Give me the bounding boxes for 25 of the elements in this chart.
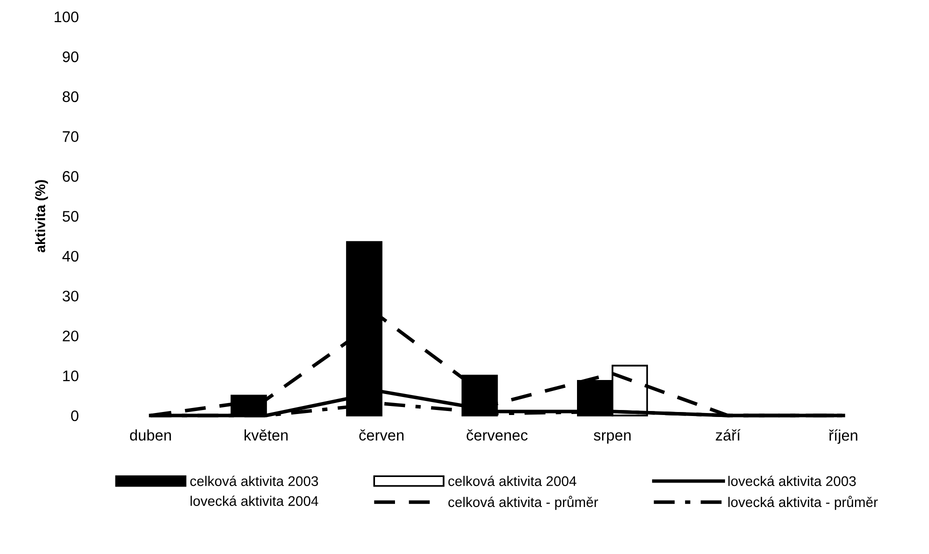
x-tick-label: červenec xyxy=(466,429,528,441)
legend-label: celková aktivita 2003 xyxy=(190,476,318,486)
y-tick-label: 50 xyxy=(62,210,78,222)
text: lovecká aktivita 2004 xyxy=(190,496,318,506)
legend-label: celková aktivita - průměr xyxy=(448,496,598,510)
x-tick-label: květen xyxy=(244,429,288,441)
x-tick-label: červen xyxy=(359,429,404,441)
y-axis-title: aktivita (%) xyxy=(35,180,48,252)
y-tick-label: 20 xyxy=(62,330,78,342)
y-tick-label: 80 xyxy=(62,91,78,102)
y-tick-label: 90 xyxy=(62,51,78,62)
y-tick-label: 40 xyxy=(62,250,78,262)
y-tick-label: 10 xyxy=(63,370,78,382)
x-tick-label: srpen xyxy=(594,432,631,444)
y-tick-label: 100 xyxy=(54,11,78,22)
legend-label: lovecká aktivita 2003 xyxy=(728,476,856,486)
y-tick-label: 0 xyxy=(71,410,78,422)
x-tick-label: září xyxy=(716,429,741,441)
y-tick-label: 60 xyxy=(62,171,78,182)
legend-label: celková aktivita 2004 xyxy=(448,476,576,486)
x-tick-label: duben xyxy=(130,429,171,441)
x-tick-label: říjen xyxy=(828,429,858,444)
y-tick-label: 30 xyxy=(62,290,78,302)
legend-label: lovecká aktivita - průměr xyxy=(728,496,878,510)
y-tick-label: 70 xyxy=(62,131,78,142)
